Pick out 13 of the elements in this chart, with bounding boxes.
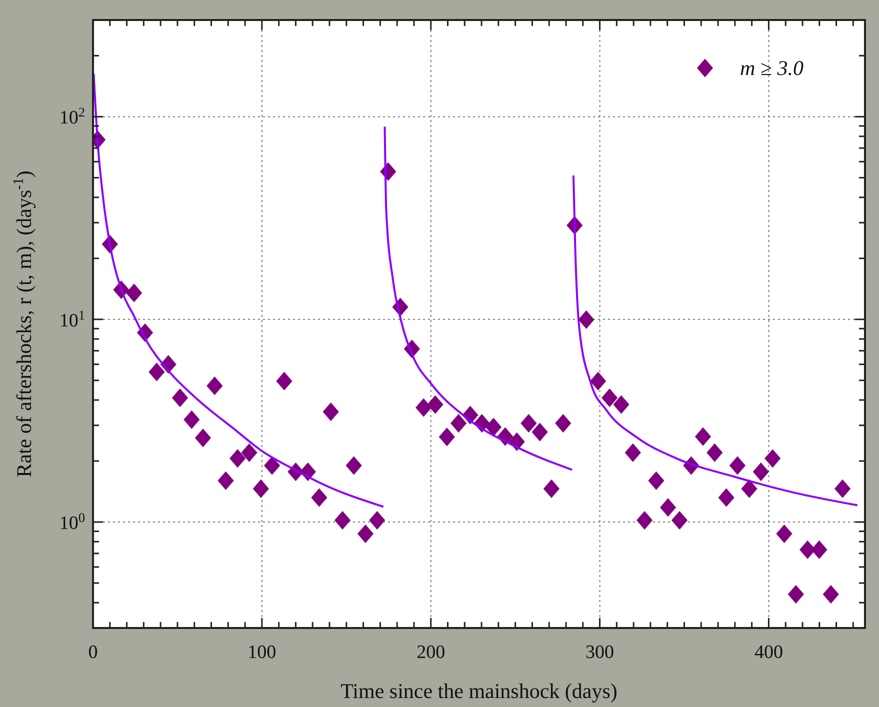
x-tick-label: 200 (416, 642, 446, 663)
y-tick-label: 10$^{1}$ (59, 306, 85, 332)
x-tick-label: 400 (754, 642, 783, 663)
line-series (572, 174, 858, 506)
x-tick-label: 300 (586, 642, 614, 663)
x-axis-title: Time since the mainshock (days) (340, 679, 618, 703)
y-tick-label: 10$^{2}$ (59, 104, 85, 129)
x-tick-label: 100 (248, 642, 276, 663)
line-series (93, 72, 384, 508)
x-tick-label: 0 (88, 642, 98, 663)
legend-label: m ≥ 3.0 (740, 56, 804, 80)
line-series (384, 126, 574, 471)
y-tick-label: 10$^{0}$ (59, 510, 86, 534)
